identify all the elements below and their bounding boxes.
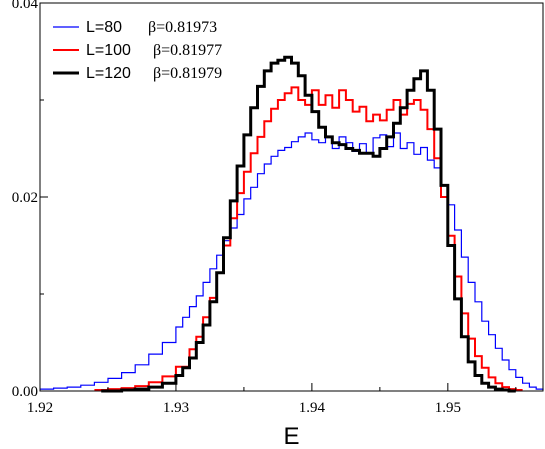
legend-label: L=100 [86,42,131,59]
ticks-layer: 1.92 1.93 1.94 1.95 0.00 0.02 0.04 [12,0,517,416]
x-axis-title: E [283,423,299,449]
legend-beta-value: β=0.81979 [153,65,222,82]
legend: L=80 β=0.81973 L=100 β=0.81977 L=120 β=0.8197… [53,19,222,82]
x-tick-label: 1.95 [435,400,461,416]
y-tick-label: 0.00 [12,384,38,400]
y-tick-label: 0.02 [12,190,38,206]
legend-label: L=120 [86,65,131,82]
x-tick-label: 1.94 [299,400,326,416]
series-layer [40,55,544,393]
y-tick-label: 0.04 [12,0,39,12]
series-line-l120 [101,55,516,393]
legend-beta-value: β=0.81977 [153,42,222,59]
x-tick-label: 1.93 [163,400,189,416]
legend-beta-value: β=0.81973 [148,19,217,36]
x-tick-label: 1.92 [27,400,53,416]
legend-label: L=80 [86,19,122,36]
series-line-l100 [94,86,523,391]
plot-frame [39,2,544,392]
